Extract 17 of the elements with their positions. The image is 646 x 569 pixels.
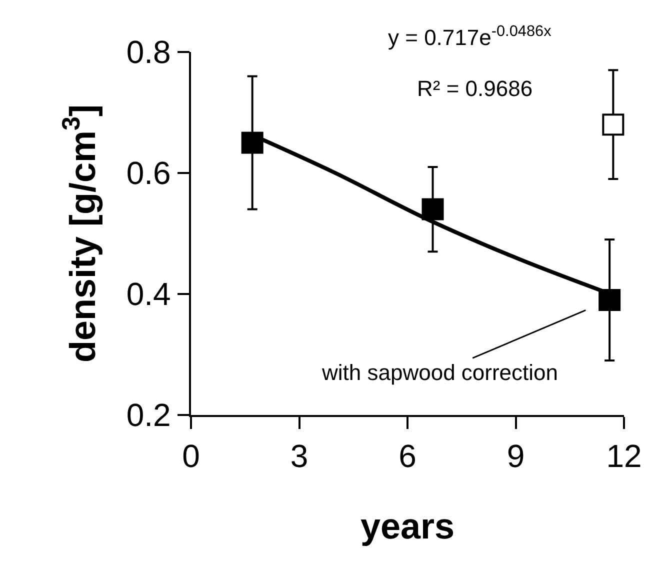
x-tick-label: 6 bbox=[398, 438, 416, 474]
x-tick-label: 12 bbox=[606, 438, 642, 474]
annotation: with sapwood correction bbox=[321, 360, 558, 385]
y-tick-label: 0.6 bbox=[126, 155, 171, 192]
y-tick-label: 0.8 bbox=[126, 34, 171, 70]
point bbox=[241, 132, 264, 154]
x-tick-label: 3 bbox=[290, 438, 308, 474]
point bbox=[598, 289, 621, 312]
annotation: R² = 0.9686 bbox=[417, 76, 533, 101]
text: y = 0.717e$^{-0.0486x}$ bbox=[388, 23, 552, 50]
y-tick-label: 0.4 bbox=[126, 276, 171, 312]
point bbox=[422, 198, 444, 220]
x-tick-label: 9 bbox=[506, 438, 525, 474]
y-tick-label: 0.2 bbox=[126, 397, 171, 434]
x-tick-label: 0 bbox=[182, 438, 200, 474]
x-axis-title: years bbox=[360, 505, 455, 546]
point bbox=[602, 114, 624, 136]
